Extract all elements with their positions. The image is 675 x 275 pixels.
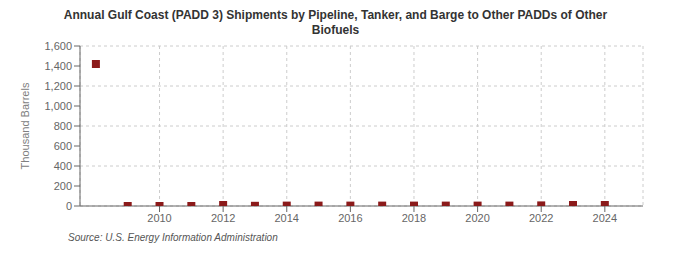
svg-text:2010: 2010 — [147, 212, 171, 224]
svg-text:2018: 2018 — [402, 212, 426, 224]
svg-text:1,200: 1,200 — [44, 80, 72, 92]
svg-text:1,600: 1,600 — [44, 40, 72, 52]
html-text:Source: U.S. Energy Informatio: Source: U.S. Energy Information Administ… — [68, 232, 278, 243]
svg-text:2020: 2020 — [465, 212, 489, 224]
svg-text:800: 800 — [54, 120, 72, 132]
svg-text:2012: 2012 — [211, 212, 235, 224]
svg-text:2016: 2016 — [338, 212, 362, 224]
html-text:Annual Gulf Coast (PADD 3) Shi: Annual Gulf Coast (PADD 3) Shipments by … — [63, 8, 608, 22]
html-text:Biofuels: Biofuels — [311, 23, 360, 37]
svg-text:2024: 2024 — [593, 212, 617, 224]
svg-text:2022: 2022 — [529, 212, 553, 224]
svg-text:200: 200 — [54, 180, 72, 192]
svg-text:400: 400 — [54, 160, 72, 172]
svg-text:1,400: 1,400 — [44, 60, 72, 72]
svg-text:Thousand Barrels: Thousand Barrels — [19, 82, 31, 169]
svg-text:1,000: 1,000 — [44, 100, 72, 112]
svg-text:2014: 2014 — [275, 212, 299, 224]
svg-text:600: 600 — [54, 140, 72, 152]
svg-text:0: 0 — [66, 200, 72, 212]
